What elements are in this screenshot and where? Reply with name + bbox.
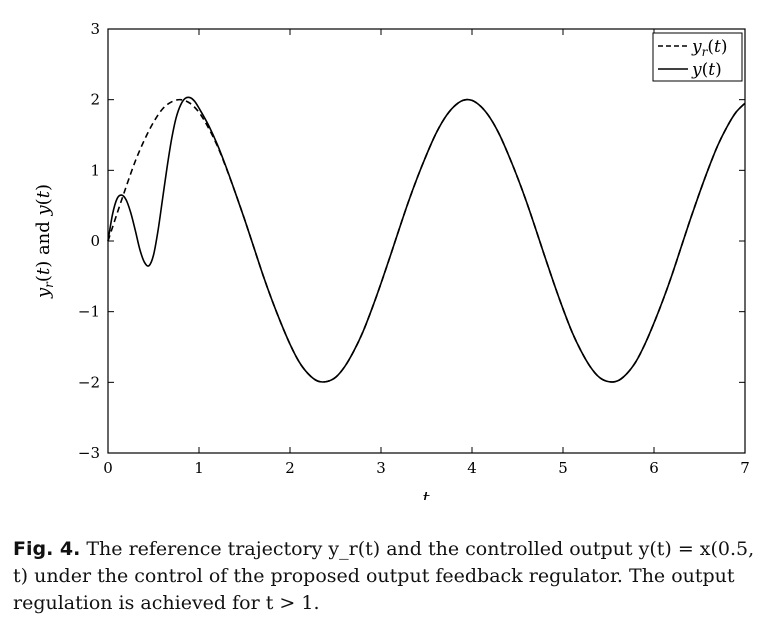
x-tick-label: 0 [103, 459, 113, 477]
x-axis-label: t [422, 488, 430, 500]
series-line-output [107, 96, 746, 383]
y-tick-label: −3 [78, 444, 100, 462]
legend: yr(t) y(t) [652, 32, 743, 82]
x-tick-label: 1 [194, 459, 204, 477]
x-tick-label: 4 [467, 459, 477, 477]
chart-figure: 0 1 2 3 4 5 6 7 −3 −2 −1 0 1 2 3 t yr(t) and y(t) yr(t… [33, 20, 750, 500]
figure-caption: Fig. 4. The reference trajectory y_r(t) a… [13, 536, 775, 617]
y-tick-label: −2 [78, 373, 100, 391]
axis-tick-labels: 0 1 2 3 4 5 6 7 −3 −2 −1 0 1 2 3 [78, 20, 750, 477]
y-tick-label: −1 [78, 303, 100, 321]
y-axis-label: yr(t) and y(t) [33, 184, 56, 299]
y-tick-label: 1 [90, 161, 100, 179]
caption-label: Fig. 4. [13, 538, 81, 560]
y-tick-label: 3 [90, 20, 100, 38]
legend-label-reference: yr(t) [691, 37, 727, 59]
plot-frame [107, 28, 746, 454]
caption-text: The reference trajectory y_r(t) and the … [13, 538, 755, 614]
x-tick-label: 5 [558, 459, 568, 477]
x-tick-label: 2 [285, 459, 295, 477]
x-tick-label: 6 [649, 459, 659, 477]
x-tick-label: 3 [376, 459, 386, 477]
y-tick-label: 0 [90, 232, 100, 250]
legend-box [652, 32, 743, 82]
legend-label-output: y(t) [691, 60, 722, 80]
x-tick-label: 7 [740, 459, 750, 477]
series-layer [107, 96, 746, 383]
y-tick-label: 2 [90, 91, 100, 109]
